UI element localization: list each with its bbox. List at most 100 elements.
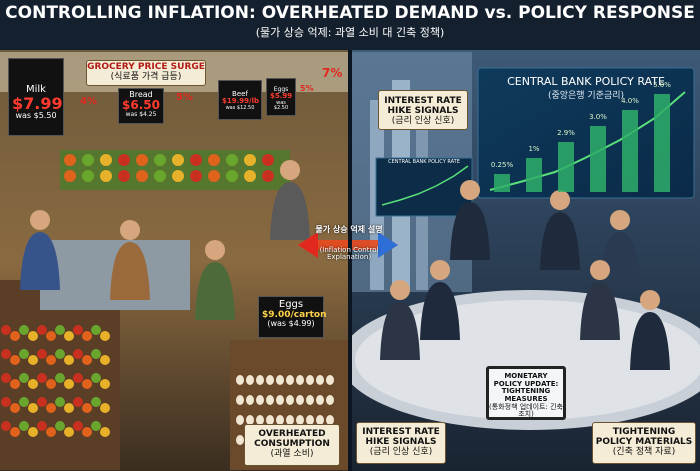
- rate-label: 2.9%: [557, 129, 575, 137]
- rate-label: 3.0%: [589, 113, 607, 121]
- egg: [326, 375, 334, 385]
- rate-label: 4.0%: [621, 97, 639, 105]
- small-trend: [381, 165, 469, 206]
- rate-label: 1%: [528, 145, 540, 153]
- person-body: [270, 182, 310, 240]
- egg: [286, 415, 294, 425]
- arrow-left: [298, 232, 318, 258]
- person-head: [120, 220, 140, 240]
- egg: [296, 375, 304, 385]
- person-head: [390, 280, 410, 300]
- egg: [266, 415, 274, 425]
- produce: [37, 421, 47, 431]
- produce: [73, 373, 83, 383]
- produce: [19, 373, 29, 383]
- produce: [226, 154, 238, 166]
- right-caption-right: TIGHTENING POLICY MATERIALS (긴축 정책 자료): [592, 422, 696, 464]
- subtitle: (물가 상승 억제: 과열 소비 대 긴축 정책): [255, 26, 445, 39]
- produce: [55, 421, 65, 431]
- person-body: [580, 282, 620, 340]
- caption-subtitle: (과열 소비): [270, 448, 314, 459]
- produce: [64, 403, 74, 413]
- produce: [19, 325, 29, 335]
- person-body: [20, 232, 60, 290]
- screen-title: CENTRAL BANK POLICY RATE: [507, 75, 665, 88]
- produce: [46, 355, 56, 365]
- produce: [100, 379, 110, 389]
- egg: [246, 415, 254, 425]
- egg: [326, 415, 334, 425]
- produce: [37, 325, 47, 335]
- produce: [46, 403, 56, 413]
- egg: [276, 415, 284, 425]
- right-caption-left: INTEREST RATE HIKE SIGNALS (금리 인상 신호): [356, 422, 446, 464]
- person-head: [205, 240, 225, 260]
- rate-bar: [494, 174, 510, 192]
- egg: [306, 375, 314, 385]
- sign-subtitle: (금리 인상 신호): [391, 115, 455, 126]
- small-screen-title: CENTRAL BANK POLICY RATE: [388, 159, 460, 165]
- egg: [316, 375, 324, 385]
- center-subtitle: (Inflation Control Explanation): [319, 245, 379, 262]
- produce: [118, 170, 130, 182]
- rate-bar: [590, 126, 606, 192]
- sign-title: GROCERY PRICE SURGE: [87, 62, 205, 72]
- person-head: [30, 210, 50, 230]
- egg: [286, 395, 294, 405]
- person-body: [630, 312, 670, 370]
- produce: [208, 170, 220, 182]
- person-body: [450, 202, 490, 260]
- produce: [10, 427, 20, 437]
- egg-sign: Eggs $9.00/carton (was $4.99): [258, 296, 327, 338]
- produce: [190, 154, 202, 166]
- produce: [64, 154, 76, 166]
- person-head: [280, 160, 300, 180]
- produce: [154, 170, 166, 182]
- produce: [82, 331, 92, 341]
- sign-subtitle: (식료품 가격 급등): [110, 71, 182, 82]
- produce: [82, 403, 92, 413]
- rate-bar: [558, 142, 574, 192]
- rate-bar: [654, 94, 670, 192]
- produce: [73, 325, 83, 335]
- rate-bar: [526, 158, 542, 192]
- tablet: MONETARY POLICY UPDATE: TIGHTENING MEASU…: [486, 366, 566, 420]
- produce: [172, 170, 184, 182]
- milk-tag: Milk $7.99 was $5.50: [8, 58, 64, 136]
- egg: [276, 395, 284, 405]
- produce: [91, 421, 101, 431]
- title: CONTROLLING INFLATION: OVERHEATED DEMAND…: [5, 3, 695, 23]
- person-head: [590, 260, 610, 280]
- produce: [46, 331, 56, 341]
- person-body: [380, 302, 420, 360]
- tag-name: Bread: [129, 90, 153, 99]
- arrow-right: [378, 232, 398, 258]
- sign-price: $9.00/carton: [262, 309, 327, 320]
- produce: [64, 331, 74, 341]
- increase: 7%: [322, 66, 343, 80]
- egg: [236, 375, 244, 385]
- caption-title: INTEREST RATE HIKE SIGNALS: [362, 427, 440, 447]
- produce: [55, 397, 65, 407]
- sign-was: (was $4.99): [267, 318, 315, 328]
- egg: [306, 395, 314, 405]
- left-caption: OVERHEATED CONSUMPTION (과열 소비): [244, 424, 340, 466]
- rate-label: 0.25%: [490, 161, 514, 169]
- produce: [64, 170, 76, 182]
- produce: [28, 403, 38, 413]
- small-screen: [375, 157, 473, 217]
- grocery-sign: GROCERY PRICE SURGE (식료품 가격 급등): [86, 60, 206, 86]
- decoration: [1, 94, 670, 445]
- produce: [91, 325, 101, 335]
- produce: [208, 154, 220, 166]
- produce: [46, 379, 56, 389]
- tag-was: was $5.50: [15, 111, 57, 121]
- increase: 4%: [80, 96, 97, 107]
- produce: [262, 170, 274, 182]
- eggs-tag: Eggs $5.99 was $2.50: [266, 78, 296, 116]
- egg: [326, 395, 334, 405]
- produce: [55, 349, 65, 359]
- egg: [306, 415, 314, 425]
- produce: [73, 349, 83, 359]
- produce: [10, 355, 20, 365]
